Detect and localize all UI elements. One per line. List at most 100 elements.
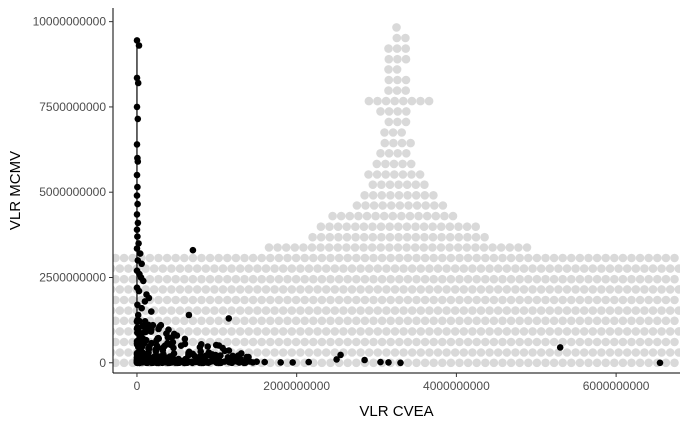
background-point [674, 306, 680, 315]
background-point [640, 348, 649, 357]
background-point [455, 274, 464, 284]
background-point [266, 358, 275, 368]
background-point [433, 327, 443, 336]
background-point [197, 274, 206, 284]
background-point [240, 316, 249, 326]
background-point [665, 285, 675, 294]
background-point [406, 159, 416, 169]
background-point [445, 243, 454, 252]
background-point [514, 243, 523, 252]
background-point [296, 348, 305, 357]
background-point [442, 285, 451, 294]
background-point [113, 274, 120, 284]
background-point [407, 348, 417, 357]
background-point [81, 306, 90, 315]
background-point [397, 128, 407, 137]
background-point [401, 75, 411, 85]
background-point [403, 253, 413, 263]
background-point [549, 274, 559, 284]
background-point [283, 358, 292, 368]
background-point [184, 285, 193, 294]
background-point [622, 285, 632, 294]
background-point [334, 337, 344, 347]
background-point [210, 327, 219, 336]
background-point [278, 306, 288, 315]
background-point [605, 348, 615, 357]
background-point [390, 285, 400, 294]
background-point [498, 337, 507, 347]
background-point [381, 96, 391, 106]
background-point [325, 222, 334, 231]
background-point [472, 253, 482, 263]
background-point [635, 253, 645, 263]
background-point [657, 264, 666, 273]
background-point [498, 253, 507, 263]
background-point [472, 358, 482, 368]
background-point [393, 54, 402, 64]
background-point [384, 54, 394, 64]
background-point [528, 327, 537, 336]
background-point [390, 306, 400, 315]
background-point [402, 222, 412, 231]
background-point [253, 306, 262, 315]
background-point [575, 316, 585, 326]
background-point [455, 316, 464, 326]
data-point [141, 298, 149, 305]
background-point [347, 285, 357, 294]
background-point [448, 211, 458, 221]
background-point [455, 295, 464, 305]
background-point [180, 295, 189, 305]
data-point [133, 325, 141, 333]
background-point [386, 295, 396, 305]
background-point [261, 285, 271, 294]
background-point [317, 358, 327, 368]
background-point [85, 317, 94, 326]
background-point [437, 232, 446, 242]
background-point [373, 306, 383, 315]
x-tick-label: 6000000000 [583, 379, 650, 393]
background-point [549, 316, 559, 326]
background-point [498, 316, 507, 326]
background-point [317, 295, 327, 305]
background-point [257, 253, 267, 263]
background-point [149, 285, 159, 294]
background-point [347, 306, 357, 315]
background-point [481, 253, 490, 263]
background-point [429, 316, 439, 326]
background-point [392, 33, 402, 43]
data-point [141, 318, 149, 325]
background-point [296, 264, 305, 273]
background-point [468, 306, 477, 315]
background-point [392, 44, 402, 53]
background-point [328, 211, 337, 221]
background-point [422, 211, 432, 221]
background-point [395, 253, 404, 263]
background-point [524, 274, 533, 284]
background-point [567, 337, 576, 347]
background-point [339, 264, 348, 273]
background-point [264, 243, 274, 252]
background-point [412, 316, 421, 326]
background-point [389, 159, 399, 169]
background-point [360, 191, 369, 200]
background-point [618, 295, 628, 305]
background-point [571, 348, 580, 357]
background-point [493, 327, 503, 336]
background-point [354, 211, 363, 221]
background-point [287, 285, 297, 294]
data-point [209, 357, 217, 365]
background-point [77, 359, 86, 368]
background-point [485, 348, 494, 357]
background-point [597, 306, 606, 315]
background-point [283, 274, 292, 284]
background-point [154, 253, 163, 263]
background-point [313, 306, 322, 315]
background-point [468, 285, 477, 294]
background-point [433, 306, 443, 315]
background-point [614, 264, 623, 273]
background-point [412, 274, 421, 284]
background-point [575, 253, 585, 263]
background-point [113, 295, 120, 305]
background-point [103, 338, 112, 347]
data-point [656, 359, 664, 367]
